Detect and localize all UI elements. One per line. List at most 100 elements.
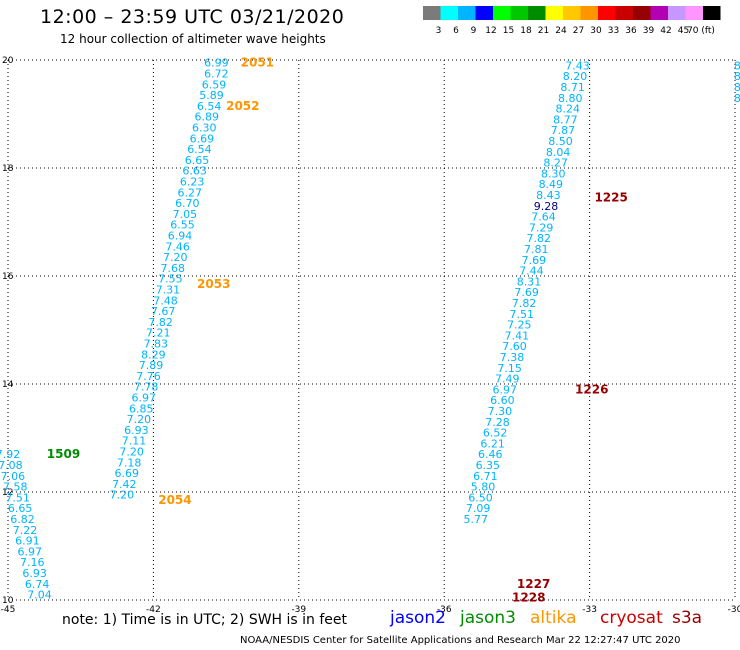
wave-height-value: 7.06 <box>1 470 26 483</box>
mission-label-altika: altika <box>530 608 577 628</box>
track-label: 1227 <box>517 577 550 591</box>
scale-label: 30 <box>590 26 602 36</box>
wave-height-value: 7.15 <box>497 362 522 375</box>
wave-height-value: 7.22 <box>13 524 38 537</box>
scale-label: 45 <box>678 26 689 36</box>
lat-tick-label: 10 <box>2 596 14 606</box>
wave-height-value: 7.76 <box>136 370 161 383</box>
wave-height-value: 6.91 <box>15 535 40 548</box>
mission-label-jason2: jason2 <box>390 608 446 628</box>
wave-height-value: 7.51 <box>509 308 534 321</box>
scale-swatch <box>458 6 476 20</box>
wave-height-value: 7.55 <box>158 273 183 286</box>
scale-swatch <box>510 6 528 20</box>
wave-height-value: 6.21 <box>480 437 505 450</box>
wave-height-value: 6.97 <box>493 383 518 396</box>
scale-label: 15 <box>503 26 514 36</box>
track-label: 1509 <box>47 447 80 461</box>
wave-height-value: 6.71 <box>473 470 498 483</box>
wave-height-value: 7.92 <box>0 448 20 461</box>
scale-label: 33 <box>608 26 619 36</box>
mission-label-jason3: jason3 <box>460 608 516 628</box>
wave-height-value: 6.99 <box>204 57 229 70</box>
wave-height-value: 7.16 <box>20 556 45 569</box>
wave-height-value: 7.51 <box>5 491 30 504</box>
wave-height-value: 7.11 <box>122 435 147 448</box>
wave-height-value: 6.89 <box>194 111 219 124</box>
scale-swatch <box>633 6 651 20</box>
wave-height-value: 7.78 <box>134 381 159 394</box>
scale-label: 21 <box>538 26 549 36</box>
wave-height-value: 6.85 <box>129 402 154 415</box>
wave-height-value: 8.80 <box>558 92 583 105</box>
track-label: 2051 <box>241 56 274 70</box>
wave-height-value: 7.64 <box>531 211 556 224</box>
wave-height-value: 7.18 <box>117 456 142 469</box>
scale-swatch <box>563 6 581 20</box>
wave-height-value: 7.89 <box>139 359 164 372</box>
scale-label: 18 <box>520 26 532 36</box>
lon-tick-label: -42 <box>146 605 161 615</box>
wave-height-value: 7.44 <box>519 265 544 278</box>
wave-height-value: 6.46 <box>478 448 503 461</box>
wave-height-value: 7.48 <box>153 294 178 307</box>
wave-height-value: 8.04 <box>546 146 571 159</box>
mission-label-cryosat: cryosat <box>600 608 663 628</box>
scale-label: 6 <box>453 26 459 36</box>
scale-swatch <box>423 6 441 20</box>
wave-height-value: 8.24 <box>556 103 581 116</box>
wave-height-value: 8.71 <box>560 81 585 94</box>
wave-height-value: 7.49 <box>495 373 520 386</box>
wave-height-value: 7.29 <box>529 221 554 234</box>
wave-height-value: 8.49 <box>539 178 564 191</box>
scale-swatch <box>668 6 686 20</box>
wave-height-value: 7.82 <box>512 297 537 310</box>
scale-swatch <box>580 6 598 20</box>
wave-height-value: 7.21 <box>146 327 171 340</box>
lat-tick-label: 20 <box>2 56 14 66</box>
wave-height-value: 8.27 <box>543 157 568 170</box>
wave-height-value: 6.94 <box>168 230 193 243</box>
wave-height-value: 7.67 <box>151 305 176 318</box>
wave-height-value: 6.65 <box>185 154 210 167</box>
lon-tick-label: -30 <box>728 605 740 615</box>
wave-height-value: 6.69 <box>114 467 139 480</box>
wave-height-value: 5.89 <box>199 89 224 102</box>
wave-height-value: 7.25 <box>507 319 532 332</box>
wave-height-value: 7.20 <box>163 251 188 264</box>
wave-height-value: 5.80 <box>471 481 496 494</box>
track-label: 2054 <box>158 493 191 507</box>
wave-height-value: 6.65 <box>8 502 33 515</box>
scale-swatch <box>545 6 563 20</box>
wave-height-value: 7.43 <box>565 59 590 72</box>
wave-height-value: 6.93 <box>22 567 47 580</box>
wave-height-value: 6.74 <box>25 578 50 591</box>
lon-tick-label: -33 <box>582 605 597 615</box>
wave-height-value: 8.29 <box>141 348 166 361</box>
wave-height-value: 6.55 <box>170 219 195 232</box>
wave-height-value: 7.83 <box>144 338 169 351</box>
wave-height-value: 6.54 <box>187 143 212 156</box>
map-subtitle: 12 hour collection of altimeter wave hei… <box>60 32 326 46</box>
lon-tick-label: -45 <box>1 605 16 615</box>
wave-height-value: 8.31 <box>517 275 542 288</box>
lat-tick-label: 14 <box>2 380 14 390</box>
wave-height-value: 7.82 <box>148 316 173 329</box>
scale-swatch <box>615 6 633 20</box>
scale-label: 9 <box>471 26 477 36</box>
scale-swatch <box>440 6 458 20</box>
footer-credit: NOAA/NESDIS Center for Satellite Applica… <box>240 635 681 646</box>
wave-height-value: 6.27 <box>178 186 203 199</box>
scale-label: 42 <box>660 26 671 36</box>
scale-label: 70 (ft) <box>687 26 715 36</box>
wave-height-value: 7.60 <box>502 340 527 353</box>
wave-height-value: 7.08 <box>0 459 23 472</box>
wave-height-value: 7.42 <box>112 478 137 491</box>
scale-swatch <box>475 6 493 20</box>
wave-height-value: 8 <box>734 59 740 72</box>
wave-height-value: 7.20 <box>127 413 152 426</box>
wave-height-value: 6.54 <box>197 100 222 113</box>
wave-height-value: 7.30 <box>488 405 513 418</box>
